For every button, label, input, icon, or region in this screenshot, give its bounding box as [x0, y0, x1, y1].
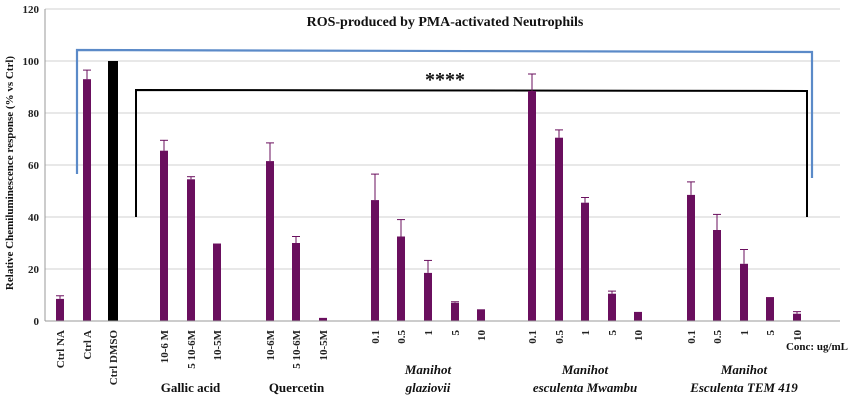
- x-tick-label: Ctrl DMSO: [108, 330, 120, 386]
- bar: [213, 243, 221, 321]
- bracket-significance: [135, 88, 808, 217]
- group-label: esculenta Mwambu: [533, 380, 637, 395]
- y-tick-label: 80: [28, 108, 40, 120]
- group-label: Manihot: [561, 362, 609, 377]
- x-tick-label: Ctrl NA: [55, 330, 67, 368]
- x-tick-label: 5 10-6M: [291, 329, 303, 368]
- x-tick-labels: Ctrl NA Ctrl A Ctrl DMSO 10-6 M 5 10-6M 10-5M…: [55, 329, 804, 385]
- x-tick-label: 5 10-6M: [186, 329, 198, 368]
- bar: [634, 311, 642, 321]
- bar: [160, 150, 168, 321]
- group-label: Manihot: [720, 362, 768, 377]
- group-label: glaziovii: [405, 380, 451, 395]
- bar: [56, 298, 64, 321]
- x-tick-label: 10-6M: [265, 329, 277, 360]
- bar: [555, 137, 563, 321]
- x-tick-label: 5: [450, 330, 462, 336]
- y-tick-label: 60: [28, 160, 40, 172]
- x-tick-label: 10-5M: [318, 329, 330, 360]
- bar: [766, 297, 774, 321]
- bar: [319, 317, 327, 321]
- bar: [83, 79, 91, 321]
- bar: [740, 263, 748, 321]
- x-tick-label: 1: [580, 330, 592, 336]
- gridlines: [45, 8, 840, 270]
- x-tick-label: 0.5: [396, 330, 408, 344]
- bars: [56, 61, 801, 322]
- x-tick-label: 0.1: [686, 330, 698, 344]
- bracket-ctrl: [75, 48, 814, 178]
- group-label: Esculenta TEM 419: [689, 380, 798, 395]
- significance-brackets: [75, 48, 814, 217]
- x-tick-label: 10: [792, 330, 804, 342]
- group-label: Quercetin: [269, 380, 325, 395]
- x-tick-label: 0.5: [554, 330, 566, 344]
- significance-label: ****: [425, 69, 465, 91]
- y-tick-label: 120: [23, 4, 40, 16]
- x-tick-label: 10-5M: [212, 329, 224, 360]
- y-tick-labels: 0 20 40 60 80 100 120: [23, 4, 40, 328]
- x-tick-label: 5: [765, 330, 777, 336]
- error-bars: [56, 69, 801, 314]
- bar: [581, 202, 589, 321]
- y-axis-label: Relative Chemiluminescence response (% v…: [4, 56, 16, 290]
- x-tick-label: Ctrl A: [82, 330, 94, 360]
- x-tick-label: 1: [739, 330, 751, 336]
- x-tick-label: 0.1: [370, 330, 382, 344]
- bar: [713, 230, 721, 321]
- bar: [292, 243, 300, 321]
- bar: [451, 302, 459, 321]
- y-tick-label: 20: [28, 264, 40, 276]
- bar: [266, 161, 274, 321]
- bar: [477, 309, 485, 321]
- x-tick-label: 0.5: [712, 330, 724, 344]
- y-tick-label: 40: [28, 212, 40, 224]
- bar: [371, 200, 379, 321]
- group-label: Gallic acid: [161, 380, 221, 395]
- y-tick-label: 100: [23, 56, 40, 68]
- bar: [187, 179, 195, 321]
- x-tick-label: 1: [423, 330, 435, 336]
- x-tick-label: 10-6 M: [159, 329, 171, 363]
- x-tick-label: 10: [476, 330, 488, 342]
- x-tick-label: 5: [607, 330, 619, 336]
- y-tick-label: 0: [34, 316, 40, 328]
- bar: [528, 90, 536, 322]
- concentration-unit-label: Conc: ug/mL: [786, 341, 848, 353]
- bar: [687, 194, 695, 321]
- bar: [424, 272, 432, 321]
- chart-title: ROS-produced by PMA-activated Neutrophil…: [307, 15, 584, 30]
- bar: [608, 293, 616, 321]
- bar: [793, 313, 801, 321]
- x-tick-label: 0.1: [527, 330, 539, 344]
- x-tick-label: 10: [633, 330, 645, 342]
- group-label: Manihot: [404, 362, 452, 377]
- bar: [397, 236, 405, 321]
- group-labels: Gallic acid Quercetin Manihot glaziovii Mani…: [161, 362, 799, 395]
- bar: [108, 61, 118, 321]
